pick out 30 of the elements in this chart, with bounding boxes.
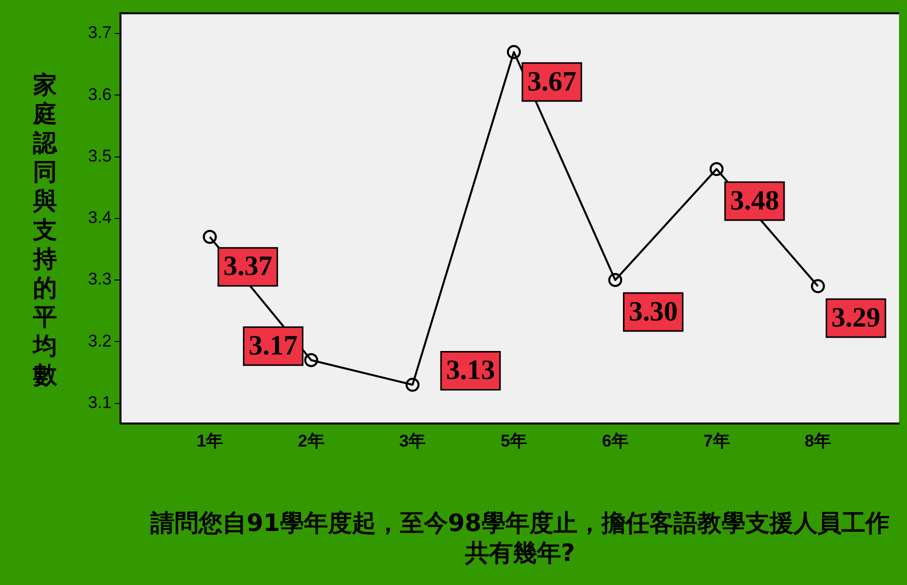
x-tick-label: 8年 xyxy=(804,431,832,450)
point xyxy=(710,162,724,176)
data-label: 3.17 xyxy=(248,330,298,362)
x-tick-label: 1年 xyxy=(196,431,224,450)
point xyxy=(506,45,521,60)
x-axis-title: 請問您自91學年度起，至今98學年度止，擔任客語教學支援人員工作共有幾年? xyxy=(150,508,890,568)
x-tick-label: 5年 xyxy=(500,431,528,450)
y-tick-label: 3.7 xyxy=(88,23,112,42)
y-tick-label: 3.6 xyxy=(88,84,112,104)
x-tick-label: 2年 xyxy=(298,431,324,450)
x-tick-label: 3年 xyxy=(399,431,426,450)
y-tick-label: 3.2 xyxy=(88,331,112,350)
point xyxy=(406,378,420,392)
point xyxy=(608,273,622,288)
x-tick-label: 6年 xyxy=(602,431,628,450)
y-tick-label: 3.5 xyxy=(88,146,112,166)
point xyxy=(810,279,825,294)
x-tick-label: 7年 xyxy=(703,431,730,450)
data-label: 3.29 xyxy=(831,302,880,334)
data-label: 3.13 xyxy=(446,355,496,386)
data-label: 3.30 xyxy=(628,296,678,328)
y-tick-label: 3.4 xyxy=(88,208,112,228)
point xyxy=(202,230,217,244)
data-label: 3.37 xyxy=(223,251,272,282)
point xyxy=(304,353,318,368)
data-label: 3.48 xyxy=(730,185,780,216)
text: 家庭認同與支持的平均數 xyxy=(33,70,57,389)
data-label: 3.67 xyxy=(527,66,576,98)
y-tick-label: 3.3 xyxy=(88,270,112,289)
y-tick-label: 3.1 xyxy=(88,392,112,412)
